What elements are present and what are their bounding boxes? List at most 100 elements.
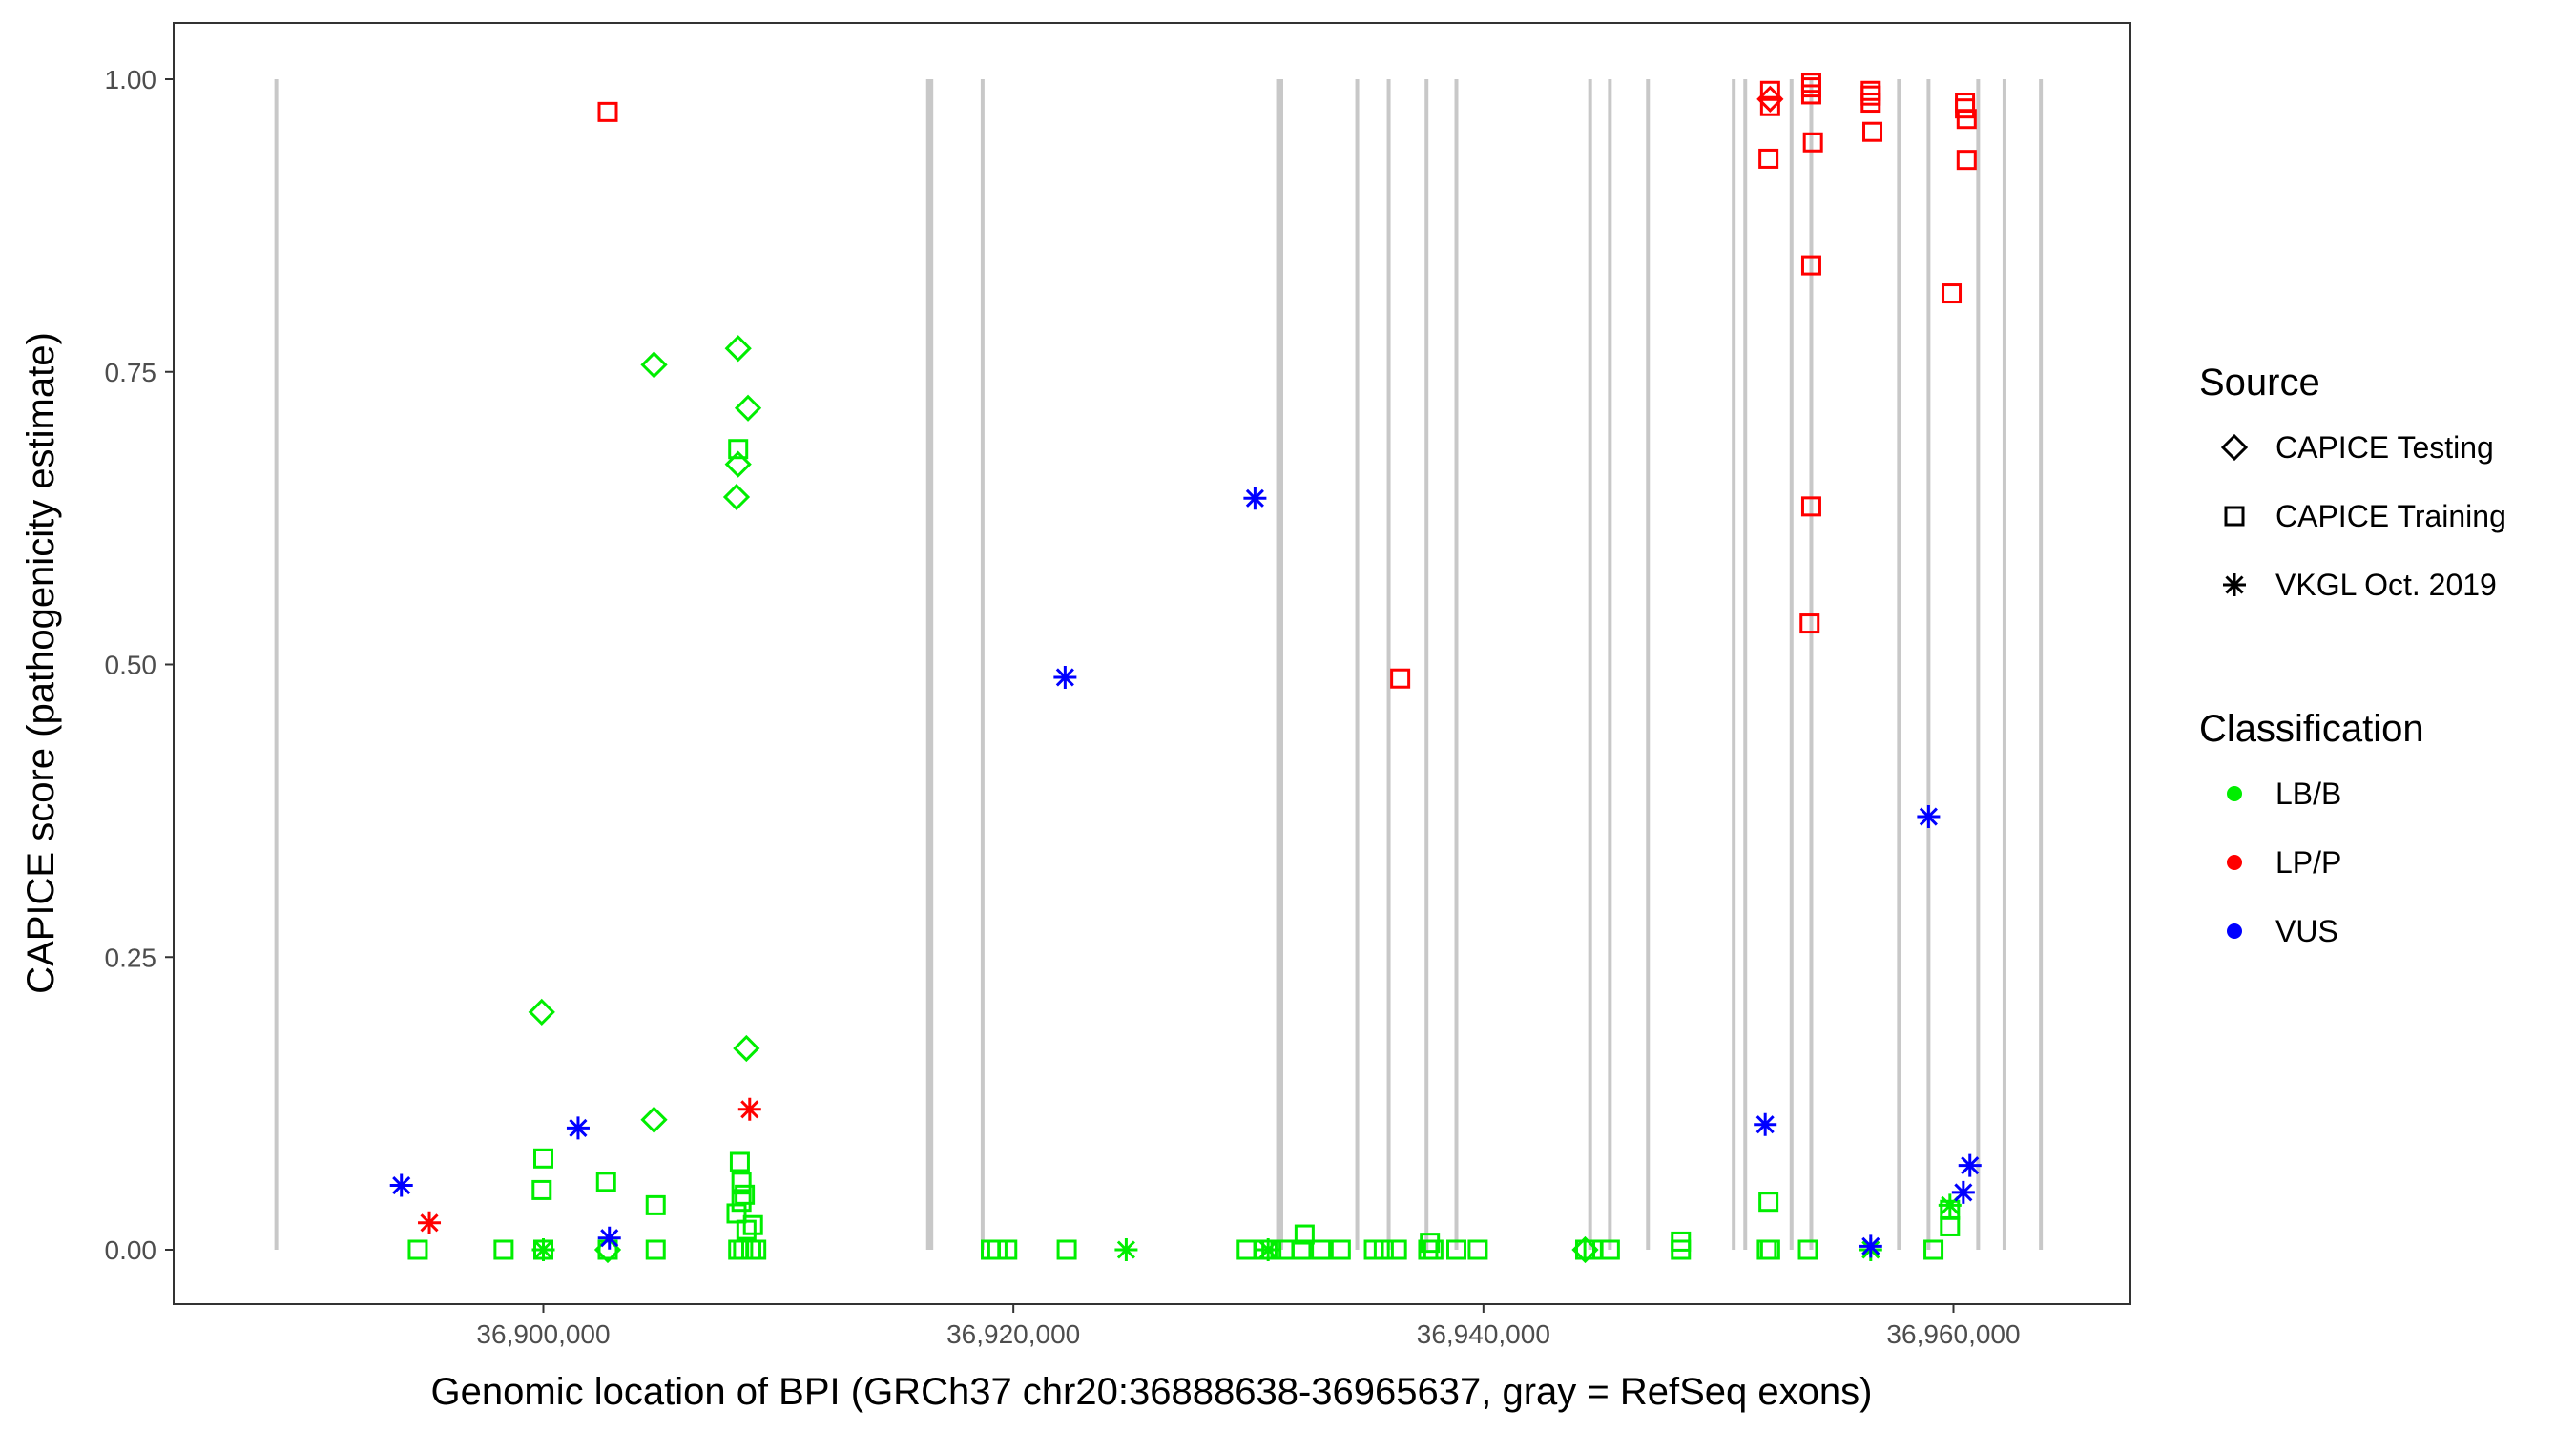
data-point: [1797, 1239, 1818, 1260]
data-point: [493, 1239, 514, 1260]
data-point: [1294, 1224, 1315, 1245]
data-point: [531, 1238, 555, 1261]
diamond-marker: [722, 483, 751, 511]
data-point: [1257, 1238, 1280, 1261]
data-point: [737, 1097, 761, 1121]
y-axis-title: CAPICE score (pathogenicity estimate): [20, 332, 62, 994]
data-point: [418, 1211, 442, 1234]
data-point: [1956, 150, 1977, 171]
data-point: [733, 1034, 760, 1063]
square-marker: [1800, 84, 1821, 105]
data-point: [1799, 613, 1820, 634]
data-point: [1951, 1180, 1975, 1204]
y-tick-label: 0.25: [105, 943, 157, 972]
data-point: [1373, 1239, 1394, 1260]
data-point: [533, 1148, 553, 1169]
square-marker: [1446, 1239, 1467, 1260]
plot-panel: [173, 22, 2131, 1305]
legend-asterisk-icon: [2223, 573, 2246, 596]
square-marker: [731, 1172, 752, 1192]
data-point: [645, 1239, 666, 1260]
data-point: [531, 1179, 552, 1200]
data-point: [1802, 132, 1823, 153]
square-marker: [728, 439, 749, 460]
data-point: [1859, 1234, 1882, 1258]
data-point: [731, 1192, 752, 1213]
data-point: [1467, 1239, 1488, 1260]
data-point: [724, 450, 752, 478]
square-marker: [1800, 496, 1821, 517]
square-marker: [1330, 1239, 1351, 1260]
square-marker: [729, 1151, 750, 1172]
square-marker: [1671, 1231, 1692, 1252]
square-marker: [736, 1219, 757, 1240]
data-point: [389, 1173, 413, 1197]
legend-color-dot-icon: [2227, 923, 2242, 939]
data-point: [1420, 1233, 1441, 1254]
asterisk-marker: [1754, 1112, 1777, 1136]
square-marker: [1373, 1239, 1394, 1260]
square-marker: [1294, 1224, 1315, 1245]
data-point: [595, 1172, 616, 1192]
diamond-marker: [1571, 1235, 1599, 1264]
legend-color-dot-icon: [2227, 786, 2242, 801]
data-point: [1754, 1112, 1777, 1136]
y-tick-label: 1.00: [105, 65, 157, 94]
y-tick-label: 0.50: [105, 651, 157, 680]
data-point: [1756, 85, 1784, 113]
data-point: [1800, 496, 1821, 517]
data-point: [1758, 1192, 1779, 1213]
diamond-marker: [733, 1034, 760, 1063]
asterisk-marker: [566, 1116, 590, 1140]
y-tick-label: 0.75: [105, 358, 157, 387]
square-marker: [1759, 1239, 1780, 1260]
asterisk-marker: [1243, 487, 1267, 510]
square-marker: [1758, 1192, 1779, 1213]
data-point: [1571, 1235, 1599, 1264]
data-point: [728, 439, 749, 460]
asterisk-marker: [418, 1211, 442, 1234]
data-point: [1311, 1239, 1332, 1260]
data-point: [1923, 1239, 1944, 1260]
square-marker: [997, 1239, 1018, 1260]
legend-square-icon: [2224, 506, 2245, 527]
data-point: [1599, 1239, 1620, 1260]
data-point: [1056, 1239, 1077, 1260]
asterisk-marker: [1257, 1238, 1280, 1261]
data-point: [1956, 109, 1977, 130]
asterisk-marker: [1053, 665, 1077, 689]
data-point: [1330, 1239, 1351, 1260]
square-marker: [645, 1194, 666, 1215]
y-axis: 0.00 0.25 0.50 0.75 1.00: [105, 65, 174, 1265]
data-point: [1446, 1239, 1467, 1260]
square-marker: [531, 1179, 552, 1200]
y-tick-label: 0.00: [105, 1235, 157, 1265]
data-point: [407, 1239, 428, 1260]
data-point: [640, 1106, 668, 1133]
diamond-marker: [734, 394, 762, 422]
legend-color-dot-icon: [2227, 855, 2242, 870]
diamond-marker: [640, 1106, 668, 1133]
data-point: [597, 1226, 621, 1250]
data-point: [1758, 148, 1779, 169]
x-tick-label: 36,900,000: [476, 1319, 610, 1349]
square-marker: [595, 1172, 616, 1192]
asterisk-marker: [1917, 805, 1941, 829]
square-marker: [645, 1239, 666, 1260]
square-marker: [1942, 283, 1963, 304]
data-point: [746, 1239, 767, 1260]
data-point: [997, 1239, 1018, 1260]
asterisk-marker: [1958, 1153, 1982, 1177]
data-point: [729, 1151, 750, 1172]
diamond-marker: [724, 335, 752, 363]
x-axis-title: Genomic location of BPI (GRCh37 chr20:36…: [431, 1371, 1873, 1413]
data-point: [731, 1172, 752, 1192]
data-point: [1053, 665, 1077, 689]
data-point: [1942, 283, 1963, 304]
diamond-marker: [640, 351, 668, 379]
square-marker: [731, 1192, 752, 1213]
square-marker: [1599, 1239, 1620, 1260]
data-point: [742, 1214, 763, 1235]
square-marker: [742, 1214, 763, 1235]
